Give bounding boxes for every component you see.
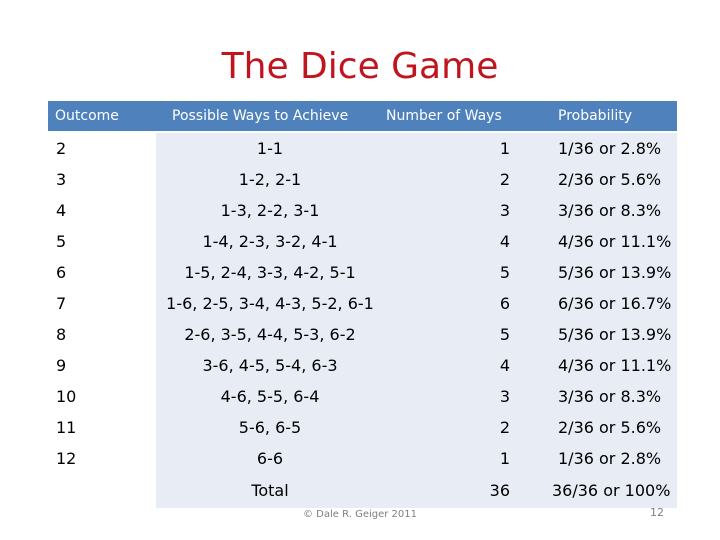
table-row: 7 1-6, 2-5, 3-4, 4-3, 5-2, 6-1 6 6/36 or 16… <box>48 288 677 319</box>
cell-probability: 3/36 or 8.3% <box>522 195 677 226</box>
cell-probability: 4/36 or 11.1% <box>522 350 677 381</box>
header-ways: Possible Ways to Achieve <box>172 108 349 124</box>
cell-ways: 1-5, 2-4, 3-3, 4-2, 5-1 <box>156 257 384 288</box>
cell-count: 1 <box>384 443 522 474</box>
cell-probability: 3/36 or 8.3% <box>522 381 677 412</box>
cell-ways: 6-6 <box>156 443 384 474</box>
header-outcome: Outcome <box>55 108 119 124</box>
total-row: Total 36 36/36 or 100% <box>48 474 677 508</box>
page-title: The Dice Game <box>221 46 499 87</box>
cell-ways: 2-6, 3-5, 4-4, 5-3, 6-2 <box>156 319 384 350</box>
cell-ways: 1-6, 2-5, 3-4, 4-3, 5-2, 6-1 <box>156 288 384 319</box>
cell-outcome: 6 <box>56 263 67 282</box>
total-blank <box>48 474 156 508</box>
table-row: 2 1-1 1 1/36 or 2.8% <box>48 133 677 164</box>
cell-count: 6 <box>384 288 522 319</box>
table-row: 12 6-6 1 1/36 or 2.8% <box>48 443 677 474</box>
cell-outcome: 11 <box>56 418 77 437</box>
table-row: 4 1-3, 2-2, 3-1 3 3/36 or 8.3% <box>48 195 677 226</box>
cell-outcome: 8 <box>56 325 67 344</box>
cell-count: 3 <box>384 381 522 412</box>
cell-probability: 2/36 or 5.6% <box>522 412 677 443</box>
page-number: 12 <box>650 506 664 519</box>
table-header: Outcome Possible Ways to Achieve Number … <box>48 101 677 131</box>
cell-count: 5 <box>384 257 522 288</box>
table-row: 11 5-6, 6-5 2 2/36 or 5.6% <box>48 412 677 443</box>
footer-copyright: © Dale R. Geiger 2011 <box>303 509 417 520</box>
cell-probability: 6/36 or 16.7% <box>522 288 677 319</box>
table-row: 8 2-6, 3-5, 4-4, 5-3, 6-2 5 5/36 or 13.9% <box>48 319 677 350</box>
cell-count: 2 <box>384 164 522 195</box>
cell-ways: 1-4, 2-3, 3-2, 4-1 <box>156 226 384 257</box>
cell-probability: 5/36 or 13.9% <box>522 257 677 288</box>
cell-count: 4 <box>384 350 522 381</box>
table-row: 3 1-2, 2-1 2 2/36 or 5.6% <box>48 164 677 195</box>
cell-outcome: 10 <box>56 387 77 406</box>
cell-count: 4 <box>384 226 522 257</box>
cell-count: 2 <box>384 412 522 443</box>
cell-count: 1 <box>384 133 522 164</box>
cell-probability: 1/36 or 2.8% <box>522 133 677 164</box>
total-count: 36 <box>384 474 522 508</box>
cell-ways: 5-6, 6-5 <box>156 412 384 443</box>
cell-ways: 1-3, 2-2, 3-1 <box>156 195 384 226</box>
header-count: Number of Ways <box>386 108 502 124</box>
cell-probability: 2/36 or 5.6% <box>522 164 677 195</box>
cell-count: 5 <box>384 319 522 350</box>
cell-count: 3 <box>384 195 522 226</box>
cell-outcome: 4 <box>56 201 67 220</box>
cell-outcome: 3 <box>56 170 67 189</box>
cell-probability: 5/36 or 13.9% <box>522 319 677 350</box>
cell-outcome: 5 <box>56 232 67 251</box>
table-row: 10 4-6, 5-5, 6-4 3 3/36 or 8.3% <box>48 381 677 412</box>
cell-outcome: 9 <box>56 356 67 375</box>
header-probability: Probability <box>558 108 633 124</box>
cell-ways: 1-1 <box>156 133 384 164</box>
total-probability: 36/36 or 100% <box>522 474 677 508</box>
cell-probability: 1/36 or 2.8% <box>522 443 677 474</box>
cell-outcome: 2 <box>56 139 67 158</box>
cell-probability: 4/36 or 11.1% <box>522 226 677 257</box>
table-row: 9 3-6, 4-5, 5-4, 6-3 4 4/36 or 11.1% <box>48 350 677 381</box>
cell-outcome: 7 <box>56 294 67 313</box>
table-row: 6 1-5, 2-4, 3-3, 4-2, 5-1 5 5/36 or 13.9% <box>48 257 677 288</box>
table-row: 5 1-4, 2-3, 3-2, 4-1 4 4/36 or 11.1% <box>48 226 677 257</box>
cell-ways: 4-6, 5-5, 6-4 <box>156 381 384 412</box>
cell-ways: 3-6, 4-5, 5-4, 6-3 <box>156 350 384 381</box>
cell-outcome: 12 <box>56 449 77 468</box>
total-label: Total <box>156 474 384 508</box>
dice-table: Outcome Possible Ways to Achieve Number … <box>48 101 677 508</box>
cell-ways: 1-2, 2-1 <box>156 164 384 195</box>
